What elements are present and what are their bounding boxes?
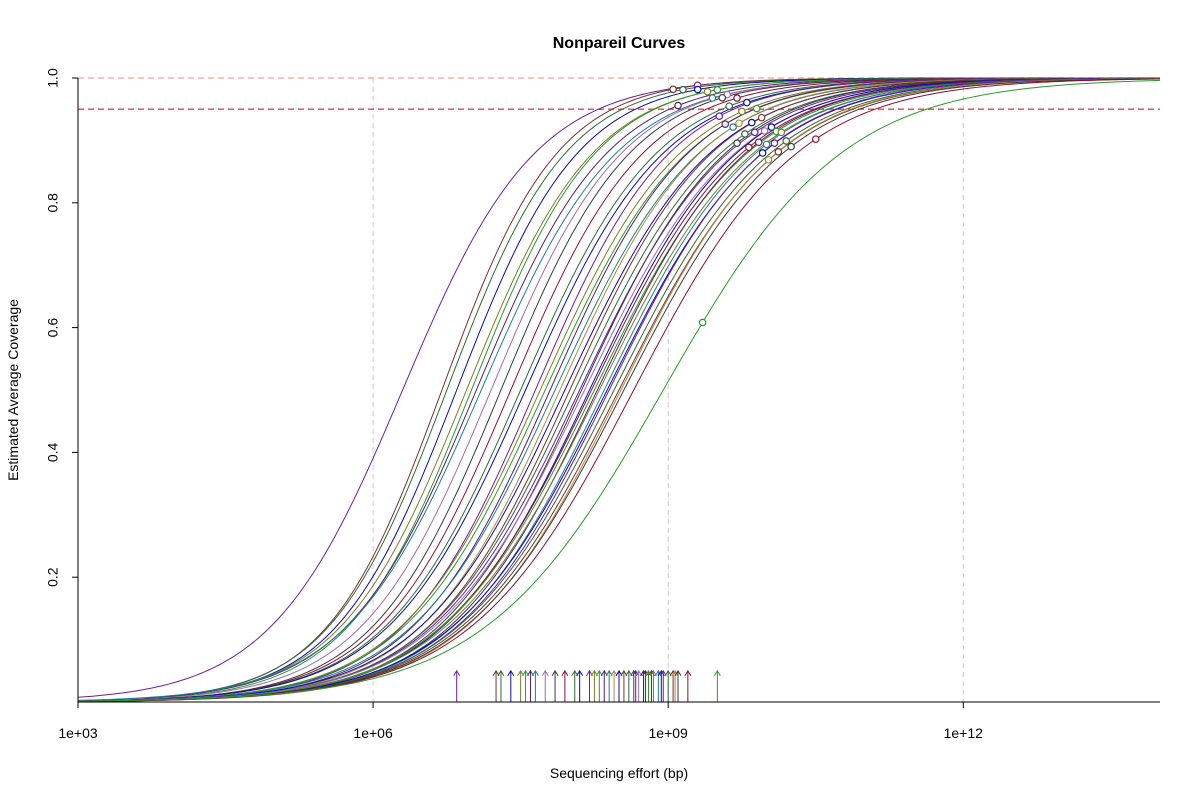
sample-point-19 <box>747 118 756 127</box>
arrow-11 <box>571 669 579 702</box>
sample-point-13 <box>715 112 724 120</box>
sample-point-18 <box>735 119 743 128</box>
arrow-13 <box>586 669 593 702</box>
sample-point-10 <box>733 94 741 102</box>
y-tick-label-3: 0.8 <box>45 193 61 213</box>
arrow-12 <box>576 669 584 702</box>
sample-point-25 <box>767 123 776 131</box>
arrow-30 <box>654 669 662 702</box>
arrow-15 <box>595 669 603 702</box>
arrow-23 <box>632 669 640 702</box>
sample-point-6 <box>674 101 682 110</box>
sample-point-17 <box>729 123 737 131</box>
axes-layer: 1e+03 1e+06 1e+09 1e+12 0.2 0.4 0.6 0.8 1.0 <box>45 68 1160 741</box>
arrow-36 <box>674 669 682 702</box>
arrow-10 <box>561 669 569 702</box>
y-axis-title: Estimated Average Coverage <box>5 299 21 481</box>
sample-point-16 <box>721 120 730 128</box>
sample-point-23 <box>733 139 741 147</box>
y-tick-label-0: 0.2 <box>45 567 61 587</box>
arrow-5 <box>522 669 529 702</box>
arrow-20 <box>620 669 628 702</box>
arrow-29 <box>649 669 657 702</box>
x-tick-label-0: 1e+03 <box>58 725 98 741</box>
sample-point-14 <box>738 107 746 116</box>
sample-point-37 <box>811 135 820 143</box>
sample-point-28 <box>754 138 763 147</box>
arrow-6 <box>527 669 534 702</box>
curve-series-0 <box>77 77 1160 698</box>
x-tick-label-3: 1e+12 <box>944 725 984 741</box>
arrow-8 <box>541 669 549 702</box>
sample-point-3 <box>693 85 702 94</box>
curves-layer <box>77 77 1161 702</box>
sample-point-26 <box>745 143 753 152</box>
sample-points-layer <box>669 81 820 327</box>
arrow-37 <box>684 669 692 702</box>
sample-point-12 <box>743 98 751 107</box>
sample-point-32 <box>770 139 779 147</box>
arrow-4 <box>517 669 525 702</box>
sample-point-36 <box>787 142 795 151</box>
arrow-9 <box>551 669 559 702</box>
arrow-14 <box>590 669 598 702</box>
sample-point-11 <box>725 102 733 110</box>
arrow-1 <box>492 669 500 702</box>
arrow-16 <box>600 669 608 702</box>
sample-point-30 <box>762 140 771 149</box>
sample-point-1 <box>669 85 677 94</box>
grid-layer <box>372 78 964 702</box>
sample-point-7 <box>708 94 717 102</box>
sample-point-20 <box>757 113 766 122</box>
arrow-7 <box>531 669 539 702</box>
sample-point-38 <box>698 318 707 327</box>
arrow-17 <box>605 669 613 702</box>
sample-point-15 <box>752 104 761 113</box>
arrow-2 <box>497 669 505 702</box>
curve-series-34 <box>77 78 1161 702</box>
arrow-24 <box>635 669 643 702</box>
sample-point-21 <box>741 130 749 138</box>
sample-point-22 <box>750 128 759 137</box>
x-tick-label-2: 1e+09 <box>649 725 689 741</box>
arrows-layer <box>453 669 721 702</box>
arrow-3 <box>507 669 515 702</box>
sample-point-31 <box>758 149 767 157</box>
arrow-27 <box>645 669 652 702</box>
sample-point-34 <box>774 148 783 156</box>
arrow-26 <box>642 669 649 702</box>
y-tick-label-4: 1.0 <box>45 68 61 88</box>
sample-point-9 <box>718 93 727 102</box>
arrow-35 <box>671 669 679 702</box>
sample-point-5 <box>713 85 722 94</box>
sample-point-33 <box>782 137 791 145</box>
chart-title: Nonpareil Curves <box>553 35 686 52</box>
y-tick-label-2: 0.6 <box>45 318 61 338</box>
arrow-21 <box>625 669 633 702</box>
arrow-0 <box>453 669 461 702</box>
curve-series-38 <box>77 79 1161 702</box>
arrow-38 <box>713 669 721 702</box>
x-axis-title: Sequencing effort (bp) <box>550 765 688 781</box>
sample-point-24 <box>760 127 769 135</box>
x-tick-label-1: 1e+06 <box>353 725 393 741</box>
y-tick-label-1: 0.4 <box>45 442 61 462</box>
sample-point-29 <box>777 128 786 137</box>
arrow-19 <box>615 669 623 702</box>
arrow-18 <box>610 669 618 702</box>
arrow-33 <box>664 669 672 702</box>
sample-point-35 <box>764 156 773 164</box>
arrow-32 <box>659 669 667 702</box>
sample-point-4 <box>703 87 712 96</box>
sample-point-2 <box>679 85 687 94</box>
